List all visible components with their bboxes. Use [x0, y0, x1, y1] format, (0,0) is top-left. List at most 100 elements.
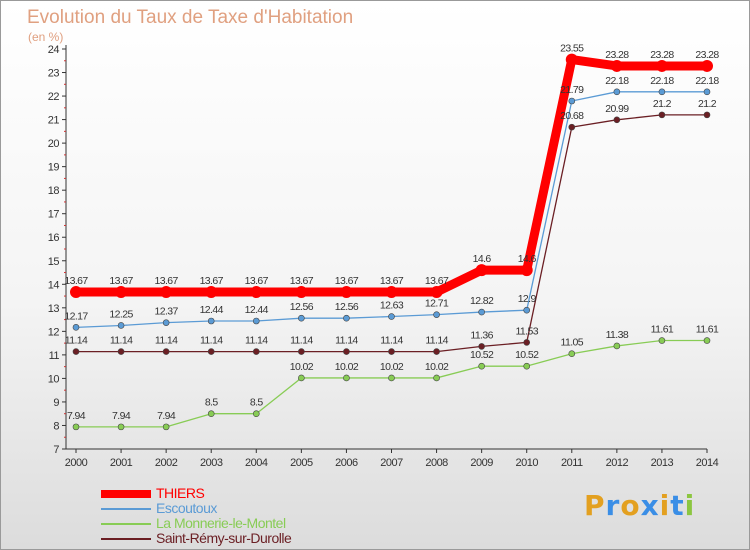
- data-label: 11.05: [561, 337, 584, 349]
- data-label: 11.61: [696, 324, 719, 336]
- data-point: [703, 111, 711, 119]
- data-label: 12.44: [245, 304, 269, 316]
- data-point: [205, 286, 218, 299]
- data-label: 22.18: [695, 75, 719, 87]
- data-label: 12.25: [109, 308, 133, 320]
- data-label: 10.52: [470, 349, 494, 361]
- data-point: [207, 348, 215, 355]
- data-label: 13.67: [335, 275, 359, 287]
- data-point: [70, 286, 82, 299]
- data-label: 11.61: [651, 324, 674, 336]
- data-label: 13.67: [200, 275, 224, 287]
- data-label: 23.28: [650, 49, 674, 61]
- data-point: [117, 348, 125, 355]
- data-point: [613, 88, 621, 96]
- logo-letter: i: [659, 489, 671, 522]
- y-tick-label: 10: [48, 373, 60, 385]
- data-point: [430, 286, 443, 299]
- legend-swatch: [101, 523, 151, 525]
- data-label: 13.67: [155, 275, 179, 287]
- data-point: [252, 410, 260, 418]
- data-point: [298, 314, 305, 322]
- y-tick-label: 17: [48, 209, 60, 221]
- data-point: [160, 286, 173, 299]
- data-point: [703, 88, 711, 96]
- data-point: [568, 350, 576, 358]
- data-label: 7.94: [112, 410, 131, 422]
- x-tick-label: 2008: [425, 457, 448, 469]
- logo-letter: P: [584, 489, 606, 522]
- x-tick-label: 2001: [110, 457, 133, 469]
- legend-label: THIERS: [156, 485, 205, 501]
- data-label: 13.67: [290, 275, 314, 287]
- data-point: [388, 313, 395, 320]
- x-tick-label: 2002: [155, 457, 178, 469]
- y-tick-label: 8: [53, 420, 59, 432]
- data-point: [523, 339, 531, 346]
- data-point: [703, 337, 711, 344]
- y-tick-label: 19: [48, 162, 60, 174]
- data-point: [343, 374, 350, 382]
- data-point: [433, 374, 440, 382]
- data-label: 13.67: [425, 275, 449, 287]
- data-point: [613, 116, 621, 124]
- data-label: 22.18: [650, 75, 674, 87]
- data-point: [523, 306, 531, 314]
- x-tick-label: 2003: [200, 457, 223, 469]
- legend-item: THIERS: [101, 485, 361, 501]
- data-label: 12.56: [335, 301, 359, 313]
- x-tick-label: 2010: [515, 457, 538, 469]
- data-point: [568, 123, 576, 131]
- data-point: [475, 264, 488, 277]
- data-point: [117, 322, 125, 329]
- data-point: [298, 348, 305, 355]
- y-tick-label: 14: [48, 279, 60, 291]
- data-point: [298, 374, 305, 382]
- data-point: [207, 317, 215, 325]
- data-label: 22.18: [605, 75, 629, 87]
- data-label: 11.38: [606, 329, 629, 341]
- x-tick-label: 2013: [651, 457, 674, 469]
- data-label: 7.94: [157, 410, 176, 422]
- data-point: [523, 362, 531, 370]
- data-label: 20.68: [560, 110, 584, 122]
- data-point: [343, 314, 350, 322]
- x-tick-label: 2004: [245, 457, 268, 469]
- data-label: 11.14: [245, 335, 268, 347]
- data-label: 14.6: [473, 253, 492, 265]
- data-label: 11.14: [110, 335, 133, 347]
- data-point: [250, 286, 263, 299]
- data-point: [115, 286, 128, 299]
- data-label: 10.02: [290, 361, 314, 373]
- data-point: [568, 97, 576, 105]
- legend-swatch: [101, 490, 151, 498]
- data-point: [478, 343, 485, 350]
- data-point: [655, 59, 668, 72]
- y-tick-label: 15: [48, 256, 60, 268]
- data-label: 12.71: [425, 298, 449, 310]
- data-point: [295, 286, 308, 299]
- data-point: [565, 53, 578, 66]
- legend-label: Saint-Rémy-sur-Durolle: [156, 530, 292, 546]
- data-label: 8.5: [250, 397, 264, 409]
- logo-letter: o: [620, 489, 641, 522]
- data-label: 21.2: [653, 98, 672, 110]
- data-label: 7.94: [67, 410, 86, 422]
- y-tick-label: 20: [48, 138, 60, 150]
- data-label: 12.82: [470, 295, 494, 307]
- legend-item: Saint-Rémy-sur-Durolle: [101, 530, 361, 546]
- data-label: 13.67: [64, 275, 88, 287]
- y-tick-label: 7: [53, 444, 59, 456]
- legend-item: La Monnerie-le-Montel: [101, 515, 361, 531]
- data-label: 23.28: [605, 49, 629, 61]
- data-point: [340, 286, 353, 299]
- data-point: [162, 319, 170, 326]
- data-label: 12.63: [380, 300, 404, 312]
- series-line: [76, 55, 707, 297]
- data-point: [478, 308, 485, 316]
- data-point: [385, 286, 398, 299]
- data-label: 10.02: [335, 361, 359, 373]
- y-tick-label: 22: [48, 91, 60, 103]
- y-tick-label: 23: [48, 68, 60, 80]
